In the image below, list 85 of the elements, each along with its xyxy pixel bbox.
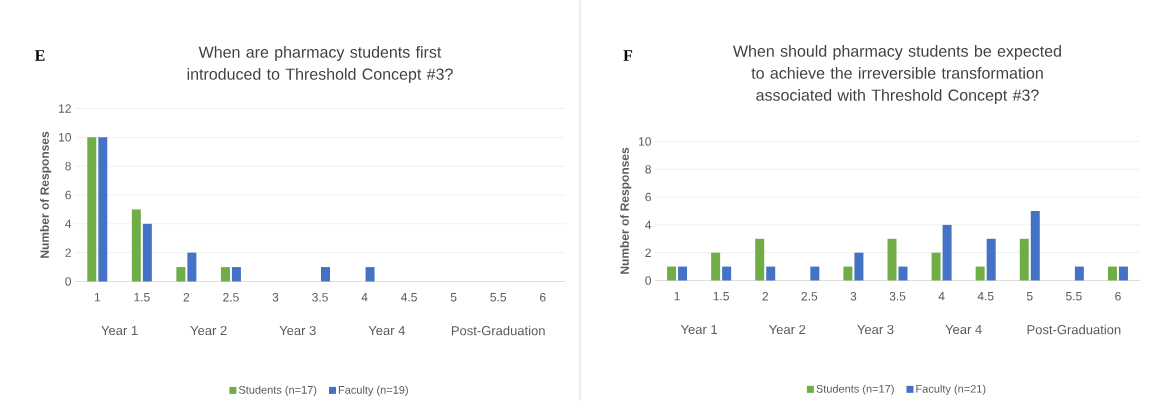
bar	[131, 209, 141, 282]
text: Post-Graduation	[451, 325, 545, 336]
y-tick-label: 6	[645, 192, 651, 202]
x-tick-label: 3.5	[312, 293, 328, 302]
x-tick-label: 6	[1115, 292, 1121, 301]
y-axis-title: Number of Responses	[620, 147, 632, 274]
bar	[365, 267, 375, 282]
text: Year 1	[101, 325, 138, 336]
bar	[667, 266, 677, 281]
bar	[766, 266, 776, 281]
text: Year 3	[857, 324, 894, 335]
legend-label: Students (n=17)	[816, 384, 894, 395]
x-tick-label: 4	[361, 293, 368, 302]
bar	[187, 252, 197, 282]
text: Year 2	[769, 324, 806, 335]
bar	[1118, 266, 1128, 281]
bar	[722, 266, 732, 281]
bar	[810, 266, 820, 281]
x-tick-label: 4.5	[401, 293, 417, 302]
x-tick-label: 2	[762, 292, 768, 301]
legend-label: Faculty (n=21)	[916, 384, 986, 395]
text: Post-Graduation	[1027, 324, 1121, 335]
bar	[931, 252, 941, 281]
y-tick-label: 10	[59, 133, 72, 142]
text: Year 4	[368, 325, 405, 336]
text: E	[34, 50, 45, 61]
bar	[975, 266, 985, 281]
bar	[1019, 238, 1029, 281]
bar	[711, 252, 721, 281]
y-tick-label: 8	[645, 165, 651, 174]
chart-title: When are pharmacy students first introduced to Threshold Concept #3?	[187, 46, 453, 83]
x-tick-label: 5	[1026, 292, 1033, 301]
x-tick-label: 1.5	[134, 293, 150, 302]
x-tick-label: 2.5	[223, 293, 239, 302]
bar	[98, 137, 108, 282]
bar	[898, 266, 908, 281]
bar	[887, 238, 897, 281]
legend-label: Faculty (n=19)	[338, 385, 408, 396]
chart-title: When should pharmacy students be expected to achieve the irreversible transformation associated with Threshold Concept #3?	[733, 45, 1061, 104]
bar	[843, 266, 853, 281]
x-tick-label: 4.5	[977, 292, 994, 301]
x-tick-label: 1	[674, 292, 680, 301]
text: Year 2	[190, 325, 227, 336]
bar	[321, 267, 331, 282]
y-tick-label: 12	[59, 104, 71, 113]
y-tick-label: 2	[645, 248, 651, 257]
x-tick-label: 4	[938, 292, 945, 301]
x-tick-label: 5.5	[490, 293, 507, 302]
text: Year 1	[680, 324, 718, 335]
y-axis-title: Number of Responses	[40, 131, 52, 258]
bar	[231, 267, 241, 282]
bar	[87, 137, 97, 282]
x-tick-label: 5.5	[1066, 292, 1082, 301]
x-tick-label: 2.5	[801, 292, 818, 301]
y-tick-label: 10	[639, 137, 652, 146]
y-tick-label: 0	[65, 277, 72, 286]
bar	[1107, 266, 1117, 281]
x-tick-label: 5	[450, 293, 457, 302]
y-tick-label: 8	[65, 161, 71, 171]
bar	[942, 224, 952, 281]
y-tick-label: 0	[645, 276, 652, 285]
bar	[176, 267, 186, 282]
bar	[1074, 266, 1084, 281]
x-tick-label: 3.5	[889, 292, 906, 301]
x-tick-label: 6	[540, 293, 546, 302]
text: Year 4	[945, 324, 982, 335]
x-tick-label: 1.5	[713, 292, 729, 301]
bar	[142, 223, 152, 282]
legend-label: Students (n=17)	[238, 385, 317, 396]
y-tick-label: 6	[65, 190, 71, 200]
x-tick-label: 2	[183, 293, 190, 302]
x-tick-label: 3	[850, 292, 857, 301]
text: F	[623, 50, 633, 61]
y-tick-label: 4	[645, 220, 652, 230]
y-tick-label: 2	[65, 248, 71, 257]
bar	[854, 252, 864, 281]
bar	[678, 266, 688, 281]
x-tick-label: 1	[94, 293, 101, 302]
x-tick-label: 3	[272, 293, 279, 302]
bar	[986, 238, 996, 281]
bar	[755, 238, 765, 281]
text: Year 3	[279, 325, 316, 336]
bar	[1030, 210, 1040, 281]
y-tick-label: 4	[65, 219, 72, 228]
bar	[220, 267, 230, 282]
